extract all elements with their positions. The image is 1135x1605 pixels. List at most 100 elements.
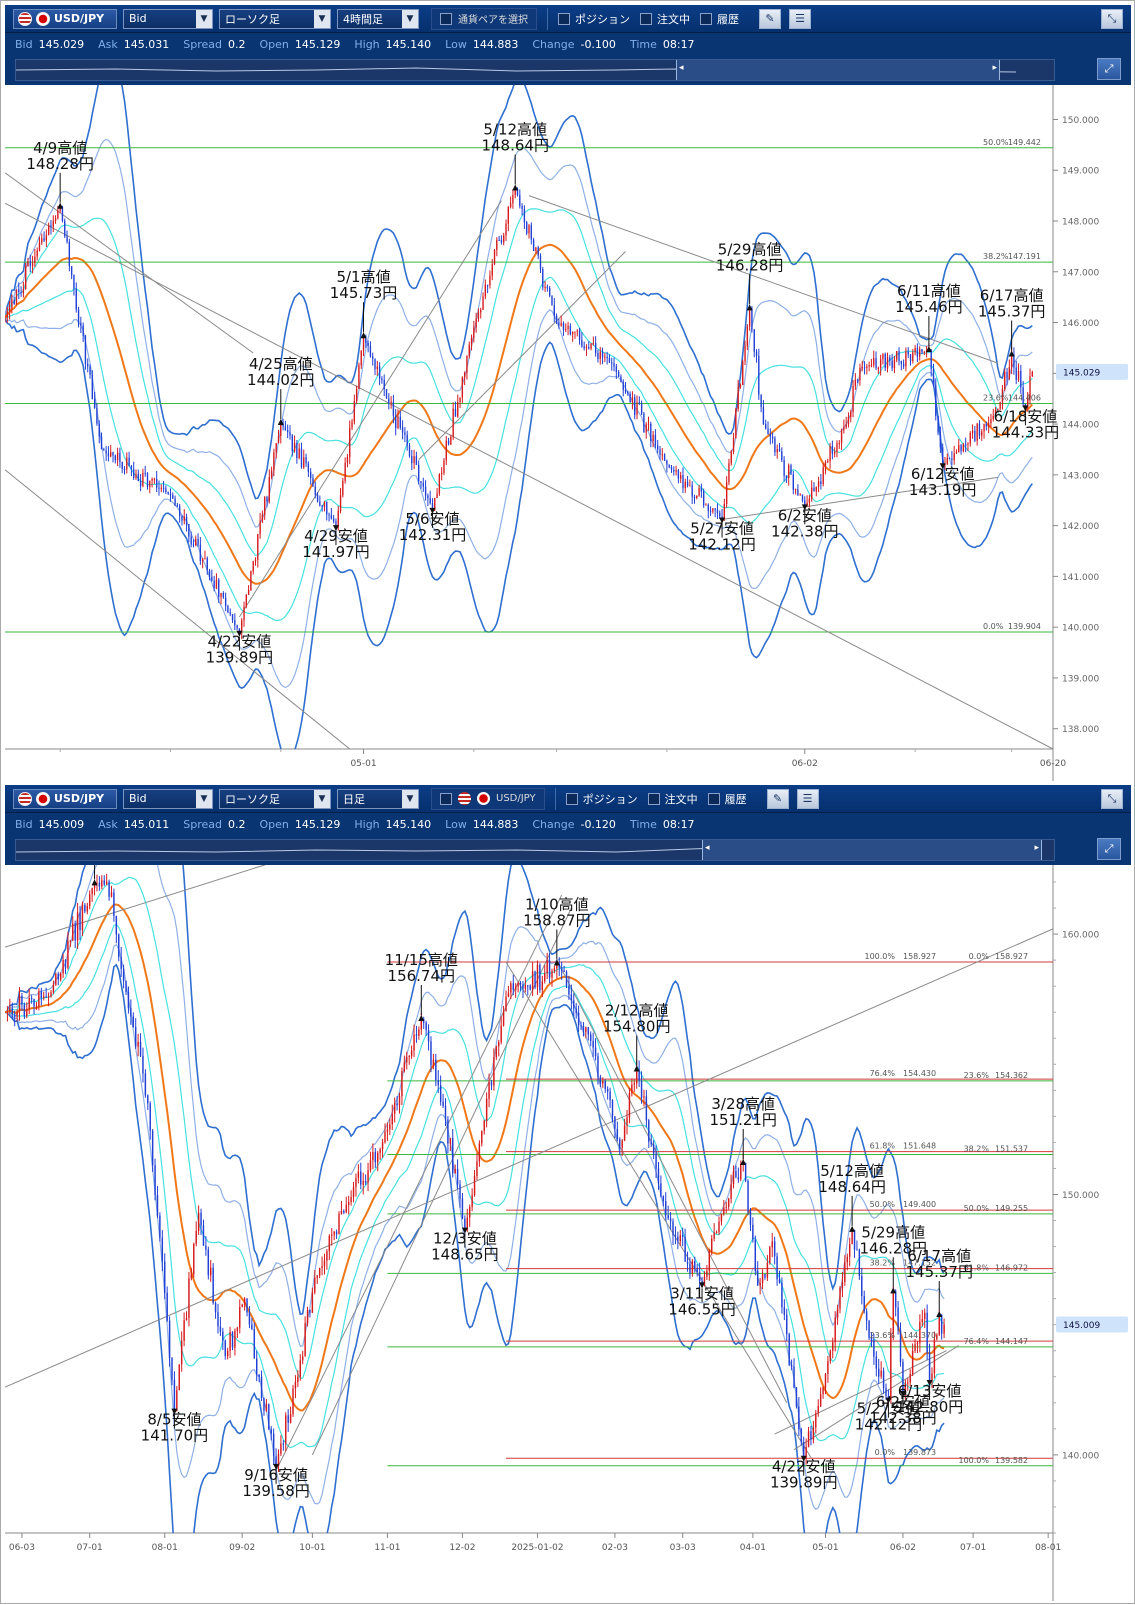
fibonacci-value-label: 154.430	[903, 1069, 936, 1078]
candle	[75, 282, 77, 313]
candle	[454, 1164, 456, 1174]
history-checkbox[interactable]: 履歴	[700, 11, 739, 27]
candle	[197, 533, 199, 547]
navigator-window[interactable]: ◂ ▸	[676, 60, 1000, 80]
position-checkbox[interactable]: ポジション	[558, 11, 630, 27]
candle	[218, 578, 220, 603]
candle	[776, 1252, 778, 1286]
candle	[404, 427, 406, 443]
candle-body	[528, 225, 530, 234]
history-checkbox[interactable]: 履歴	[707, 791, 747, 807]
candle	[193, 1242, 195, 1278]
candle-body	[169, 493, 172, 496]
candle	[15, 289, 18, 306]
candle-body	[829, 446, 831, 462]
candle	[827, 1355, 829, 1383]
quote-key: Change	[532, 817, 575, 831]
candle-body	[705, 504, 707, 506]
candle	[365, 334, 367, 348]
fit-button[interactable]: ⤢	[1097, 838, 1121, 860]
chevron-right-icon: ▸	[992, 63, 997, 73]
candle	[539, 963, 541, 993]
chart-type-select[interactable]: ローソク足 ▼	[219, 788, 331, 809]
annotation-arrow-head	[512, 184, 519, 191]
annotation-arrow-head	[418, 1014, 425, 1021]
navigator-window[interactable]: ◂ ▸	[702, 840, 1042, 860]
price-type-select[interactable]: Bid ▼	[123, 788, 213, 809]
candle	[120, 947, 122, 978]
candle-body	[38, 991, 40, 1007]
timeframe-select[interactable]: 日足 ▼	[337, 788, 419, 809]
candle-body	[536, 964, 539, 988]
candle	[727, 1197, 730, 1210]
timeframe-select[interactable]: 4時間足 ▼	[337, 8, 419, 29]
navigator-scrollbar[interactable]: ◂ ▸	[15, 839, 1055, 861]
candle-body	[351, 421, 353, 428]
candle-body	[631, 397, 634, 403]
pair-select-button[interactable]: 通貨ペアを選択	[431, 7, 537, 30]
candle	[921, 348, 923, 354]
symbol-button[interactable]: USD/JPY	[13, 8, 117, 29]
annotation-price: 142.38円	[771, 522, 839, 540]
candle	[739, 383, 742, 389]
edit-tool-button[interactable]: ✎	[766, 788, 789, 809]
settings-button[interactable]: ☰	[789, 8, 811, 29]
candle-body	[449, 1138, 452, 1144]
chart-type-select[interactable]: ローソク足 ▼	[219, 8, 331, 29]
pair-select-button[interactable]: USD/JPY	[431, 787, 545, 810]
edit-tool-button[interactable]: ✎	[759, 8, 781, 29]
candle-body	[992, 415, 994, 420]
price-type-select[interactable]: Bid ▼	[123, 8, 213, 29]
candle-body	[694, 1261, 696, 1269]
orders-checkbox[interactable]: 注文中	[640, 11, 690, 27]
candle-body	[740, 1163, 742, 1180]
candle	[478, 1140, 481, 1167]
candle-body	[466, 1217, 469, 1230]
candle	[846, 1253, 848, 1271]
collapse-button[interactable]: ⤡	[1101, 789, 1123, 809]
candle	[164, 1253, 166, 1300]
candle	[493, 248, 496, 266]
candle-body	[514, 986, 517, 990]
candle-body	[227, 606, 229, 613]
candle-body	[457, 402, 459, 417]
candle	[602, 1077, 604, 1088]
candle-body	[229, 612, 231, 615]
annotation-price: 154.80円	[603, 1018, 671, 1036]
candle	[112, 451, 114, 463]
symbol-button[interactable]: USD/JPY	[13, 788, 117, 809]
candle-body	[994, 410, 997, 416]
candle-body	[35, 1006, 38, 1008]
chevron-down-icon: ▼	[314, 789, 330, 808]
candle	[280, 1435, 282, 1457]
navigator-scrollbar[interactable]: ◂ ▸	[15, 59, 1055, 81]
candle-body	[764, 1273, 766, 1278]
candle-body	[300, 448, 303, 468]
arrow-collapse-icon: ⤡	[1107, 792, 1117, 805]
candle-body	[246, 1298, 248, 1313]
candle	[326, 1248, 328, 1270]
candle	[321, 1256, 323, 1276]
candle	[287, 1409, 289, 1432]
candle	[476, 1152, 478, 1180]
expand-icon: ⤢	[1104, 62, 1114, 75]
collapse-button[interactable]: ⤡	[1101, 9, 1123, 29]
candle-body	[852, 385, 854, 413]
candle	[81, 901, 84, 937]
position-checkbox[interactable]: ポジション	[565, 791, 638, 807]
trendline	[5, 172, 254, 354]
candle-body	[50, 225, 52, 227]
candle	[589, 1031, 592, 1047]
fit-button[interactable]: ⤢	[1097, 58, 1121, 80]
annotation-price: 142.12円	[688, 536, 756, 554]
candle-body	[627, 391, 629, 394]
settings-button[interactable]: ☰	[796, 788, 819, 809]
candle-body	[709, 510, 712, 512]
orders-checkbox[interactable]: 注文中	[647, 791, 698, 807]
candle	[251, 1317, 253, 1331]
candlestick-chart[interactable]: 138.000139.000140.000141.000142.000143.0…	[5, 85, 1131, 781]
candle-body	[488, 1082, 490, 1099]
candle-body	[482, 296, 484, 310]
